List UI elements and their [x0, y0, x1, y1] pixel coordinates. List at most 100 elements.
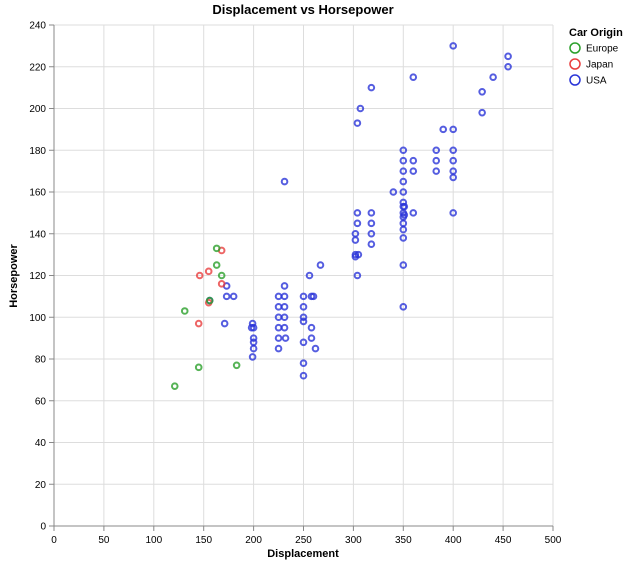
data-point-usa[interactable]: [249, 334, 258, 342]
data-point-usa[interactable]: [274, 344, 283, 353]
data-point-usa[interactable]: [274, 303, 283, 311]
legend-item-europe[interactable]: Europe: [569, 42, 619, 55]
data-point-usa[interactable]: [399, 225, 408, 234]
data-point-usa[interactable]: [432, 167, 441, 175]
data-point-europe[interactable]: [194, 363, 203, 372]
data-point-usa[interactable]: [478, 108, 486, 117]
data-point-usa[interactable]: [280, 282, 289, 290]
data-point-europe[interactable]: [212, 261, 221, 269]
data-point-usa[interactable]: [356, 104, 365, 113]
data-point-japan[interactable]: [195, 271, 204, 280]
data-point-usa[interactable]: [248, 353, 257, 361]
data-point-usa[interactable]: [367, 219, 376, 228]
data-point-usa[interactable]: [299, 303, 308, 311]
x-tick-label: 200: [245, 535, 262, 546]
data-point-usa[interactable]: [367, 240, 376, 248]
data-point-usa[interactable]: [299, 338, 308, 347]
data-point-usa[interactable]: [409, 156, 418, 165]
data-point-usa[interactable]: [432, 146, 441, 155]
data-point-usa[interactable]: [399, 303, 408, 311]
data-point-usa[interactable]: [409, 73, 418, 81]
data-point-japan[interactable]: [194, 319, 203, 328]
data-point-usa[interactable]: [399, 156, 408, 165]
data-point-usa[interactable]: [280, 303, 289, 311]
data-point-usa[interactable]: [299, 313, 308, 322]
data-point-usa[interactable]: [299, 359, 308, 367]
data-point-usa[interactable]: [399, 188, 408, 196]
legend-title: Car Origin: [569, 27, 623, 39]
data-point-usa[interactable]: [354, 250, 363, 259]
data-point-usa[interactable]: [399, 198, 408, 207]
x-tick-label: 300: [345, 535, 362, 546]
data-point-usa[interactable]: [280, 323, 289, 332]
legend-symbol: [569, 42, 581, 54]
data-point-usa[interactable]: [281, 334, 290, 342]
data-point-usa[interactable]: [399, 261, 408, 269]
data-point-usa[interactable]: [399, 177, 408, 186]
data-point-usa[interactable]: [249, 323, 258, 332]
data-point-usa[interactable]: [299, 317, 308, 326]
data-point-usa[interactable]: [274, 292, 283, 301]
y-tick-label: 140: [29, 229, 46, 240]
data-point-europe[interactable]: [217, 271, 226, 280]
data-point-japan[interactable]: [217, 280, 226, 288]
data-point-europe[interactable]: [170, 382, 179, 390]
data-point-usa[interactable]: [389, 188, 398, 196]
data-point-usa[interactable]: [249, 344, 258, 353]
data-point-usa[interactable]: [299, 371, 308, 380]
data-point-usa[interactable]: [353, 271, 362, 280]
data-point-europe[interactable]: [212, 244, 221, 253]
data-point-japan[interactable]: [204, 267, 213, 276]
data-point-usa[interactable]: [432, 156, 441, 165]
legend-items: Europe Japan USA: [569, 42, 619, 87]
data-point-usa[interactable]: [353, 219, 362, 228]
data-point-usa[interactable]: [309, 292, 318, 301]
legend-item-japan[interactable]: Japan: [569, 58, 613, 71]
data-point-usa[interactable]: [305, 271, 314, 280]
data-point-usa[interactable]: [367, 229, 376, 238]
data-point-usa[interactable]: [449, 125, 458, 134]
data-point-usa[interactable]: [367, 209, 376, 217]
data-point-usa[interactable]: [400, 202, 409, 211]
data-point-usa[interactable]: [351, 236, 360, 244]
data-point-usa[interactable]: [504, 52, 512, 61]
data-point-usa[interactable]: [248, 319, 257, 328]
data-point-usa[interactable]: [504, 62, 512, 71]
data-point-usa[interactable]: [478, 88, 486, 96]
data-point-usa[interactable]: [307, 323, 316, 332]
data-point-usa[interactable]: [449, 156, 458, 165]
data-point-usa[interactable]: [307, 334, 316, 342]
data-point-usa[interactable]: [399, 146, 408, 155]
data-point-usa[interactable]: [280, 177, 289, 186]
data-point-usa[interactable]: [367, 83, 376, 92]
data-point-usa[interactable]: [449, 209, 458, 217]
data-point-usa[interactable]: [399, 167, 408, 175]
data-point-usa[interactable]: [449, 173, 458, 182]
data-point-usa[interactable]: [489, 73, 497, 81]
data-point-usa[interactable]: [220, 319, 229, 328]
data-point-usa[interactable]: [409, 209, 418, 217]
data-point-usa[interactable]: [274, 334, 283, 342]
data-point-usa[interactable]: [274, 323, 283, 332]
data-point-usa[interactable]: [449, 146, 458, 155]
data-point-usa[interactable]: [280, 292, 289, 301]
data-point-europe[interactable]: [205, 296, 214, 305]
data-point-usa[interactable]: [439, 125, 448, 134]
data-point-usa[interactable]: [280, 313, 289, 322]
legend-item-usa[interactable]: USA: [569, 74, 607, 87]
data-point-europe[interactable]: [180, 307, 189, 315]
data-point-usa[interactable]: [400, 211, 409, 219]
data-point-usa[interactable]: [222, 292, 231, 301]
data-point-usa[interactable]: [353, 119, 362, 127]
data-point-usa[interactable]: [449, 42, 458, 50]
x-tick-label: 350: [395, 535, 412, 546]
data-point-usa[interactable]: [229, 292, 238, 301]
data-point-usa[interactable]: [316, 261, 325, 269]
data-point-usa[interactable]: [399, 234, 408, 242]
data-point-usa[interactable]: [311, 344, 320, 353]
data-point-europe[interactable]: [232, 361, 241, 370]
data-point-usa[interactable]: [409, 167, 418, 175]
data-point-usa[interactable]: [299, 292, 308, 301]
x-tick-label: 250: [295, 535, 312, 546]
data-point-usa[interactable]: [353, 209, 362, 217]
